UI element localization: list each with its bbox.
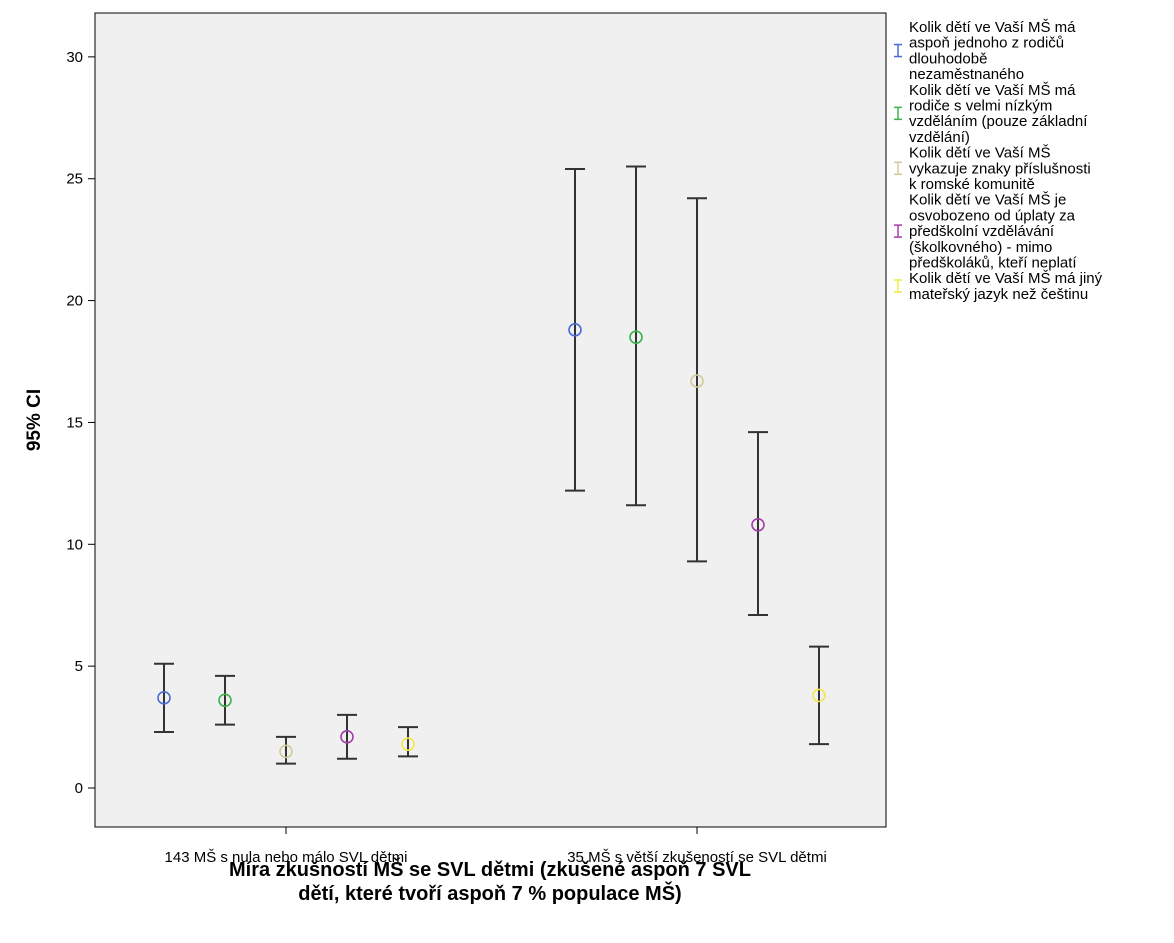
legend-label-line: Kolik dětí ve Vaší MŠ má	[909, 82, 1076, 99]
y-tick-label: 20	[66, 293, 83, 310]
legend-label-line: Kolik dětí ve Vaší MŠ je	[909, 192, 1066, 209]
legend-label-line: Kolik dětí ve Vaší MŠ má	[909, 19, 1076, 36]
legend-label-line: nezaměstnaného	[909, 66, 1024, 83]
x-axis-label-line-1: Míra zkušností MŠ se SVL dětmi (zkušené …	[229, 857, 751, 881]
y-tick-label: 0	[75, 780, 83, 797]
legend-label-line: vykazuje znaky příslušnosti	[909, 160, 1091, 177]
legend-label-line: osvobozeno od úplaty za	[909, 207, 1076, 224]
y-axis: 0 5 10 15 20 25 30	[66, 49, 95, 797]
y-tick-label: 5	[75, 658, 83, 675]
y-tick-label: 10	[66, 536, 83, 553]
legend-label-line: mateřský jazyk než češtinu	[909, 286, 1088, 303]
legend-label-line: vzdělání)	[909, 129, 970, 146]
legend-label-line: vzděláním (pouze základní	[909, 113, 1088, 130]
legend-label-line: Kolik dětí ve Vaší MŠ má jiný	[909, 270, 1103, 287]
legend-label-line: k romské komunitě	[909, 176, 1035, 193]
legend-label-line: Kolik dětí ve Vaší MŠ	[909, 145, 1050, 162]
y-tick-label: 15	[66, 414, 83, 431]
y-tick-label: 30	[66, 49, 83, 66]
y-axis-label: 95% CI	[24, 389, 45, 451]
x-axis-label-line-2: dětí, které tvoří aspoň 7 % populace MŠ)	[298, 881, 681, 905]
legend-label-line: aspoň jednoho z rodičů	[909, 35, 1064, 52]
plot-area	[95, 13, 886, 827]
y-tick-label: 25	[66, 171, 83, 188]
legend-label-line: předškolní vzdělávání	[909, 223, 1055, 240]
legend-label-line: rodiče s velmi nízkým	[909, 98, 1052, 115]
legend-label-line: předškoláků, kteří neplatí	[909, 255, 1077, 272]
legend-label-line: (školkovného) - mimo	[909, 239, 1052, 256]
legend-label-line: dlouhodobě	[909, 50, 987, 67]
